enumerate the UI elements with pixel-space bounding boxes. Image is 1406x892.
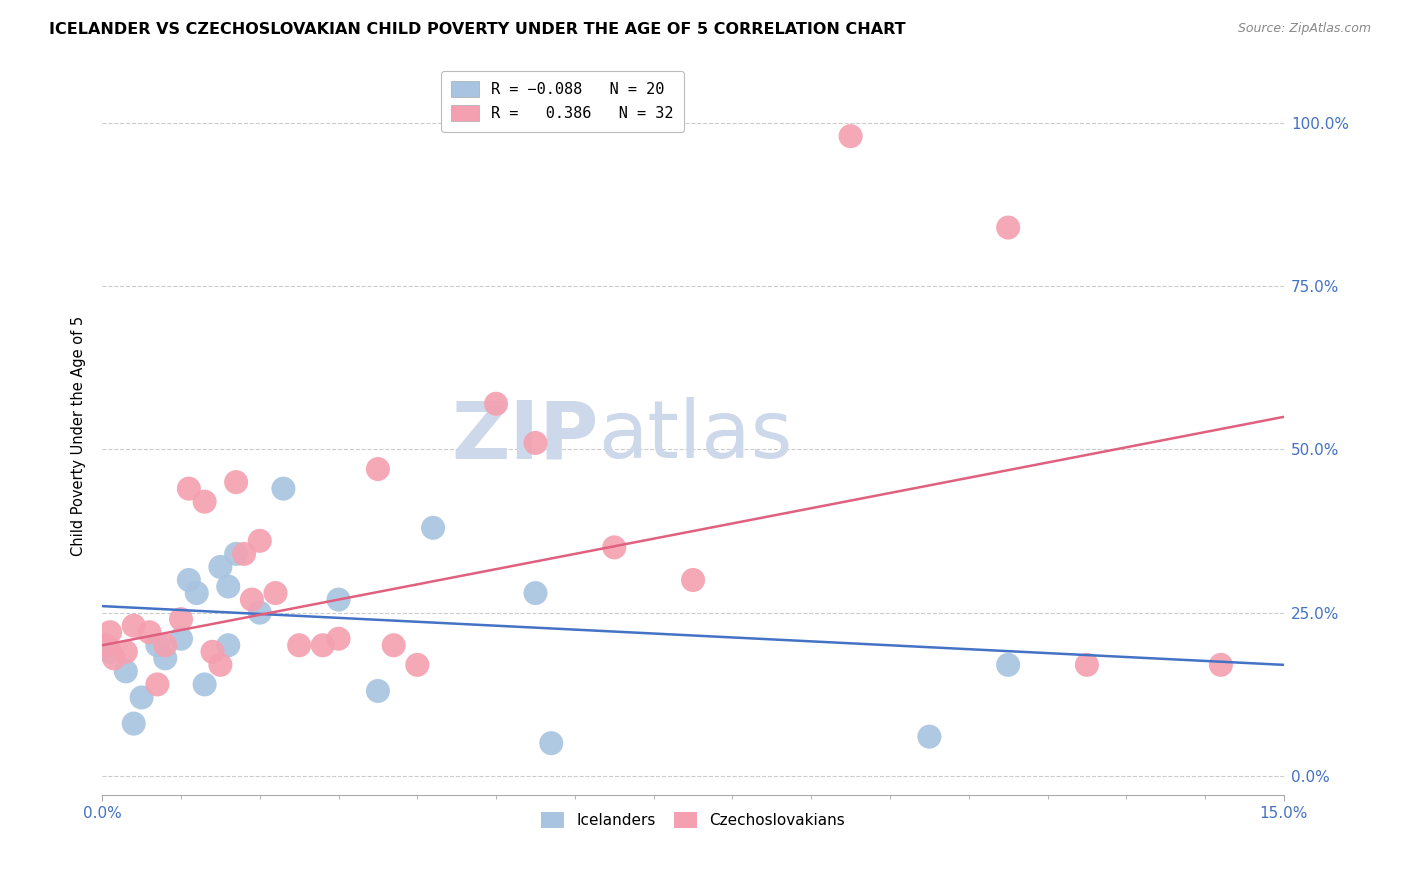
Point [524, 586, 547, 600]
Point [249, 533, 271, 548]
Point [146, 677, 169, 691]
Point [155, 638, 177, 652]
Point [485, 397, 508, 411]
Point [103, 651, 125, 665]
Point [997, 657, 1019, 672]
Point [146, 638, 169, 652]
Point [839, 129, 862, 144]
Point [209, 657, 232, 672]
Point [540, 736, 562, 750]
Point [194, 677, 217, 691]
Point [367, 684, 389, 698]
Point [170, 632, 193, 646]
Point [1076, 657, 1098, 672]
Point [122, 716, 145, 731]
Point [170, 612, 193, 626]
Point [603, 541, 626, 555]
Point [328, 632, 350, 646]
Point [273, 482, 295, 496]
Point [367, 462, 389, 476]
Point [682, 573, 704, 587]
Text: atlas: atlas [599, 398, 793, 475]
Point [240, 592, 263, 607]
Point [98, 645, 121, 659]
Point [382, 638, 405, 652]
Point [312, 638, 335, 652]
Point [249, 606, 271, 620]
Point [233, 547, 256, 561]
Point [115, 665, 138, 679]
Point [1209, 657, 1232, 672]
Legend: Icelanders, Czechoslovakians: Icelanders, Czechoslovakians [536, 806, 851, 834]
Point [122, 618, 145, 632]
Text: Source: ZipAtlas.com: Source: ZipAtlas.com [1237, 22, 1371, 36]
Point [209, 560, 232, 574]
Point [194, 494, 217, 508]
Point [406, 657, 429, 672]
Point [524, 436, 547, 450]
Point [328, 592, 350, 607]
Point [115, 645, 138, 659]
Point [997, 220, 1019, 235]
Point [918, 730, 941, 744]
Point [201, 645, 224, 659]
Point [94, 638, 117, 652]
Point [98, 625, 121, 640]
Point [177, 573, 200, 587]
Point [217, 580, 239, 594]
Point [422, 521, 444, 535]
Point [155, 651, 177, 665]
Point [264, 586, 287, 600]
Y-axis label: Child Poverty Under the Age of 5: Child Poverty Under the Age of 5 [72, 317, 86, 557]
Point [131, 690, 153, 705]
Point [225, 547, 247, 561]
Text: ZIP: ZIP [451, 398, 599, 475]
Point [225, 475, 247, 489]
Point [288, 638, 311, 652]
Point [186, 586, 208, 600]
Point [177, 482, 200, 496]
Text: ICELANDER VS CZECHOSLOVAKIAN CHILD POVERTY UNDER THE AGE OF 5 CORRELATION CHART: ICELANDER VS CZECHOSLOVAKIAN CHILD POVER… [49, 22, 905, 37]
Point [217, 638, 239, 652]
Point [138, 625, 160, 640]
